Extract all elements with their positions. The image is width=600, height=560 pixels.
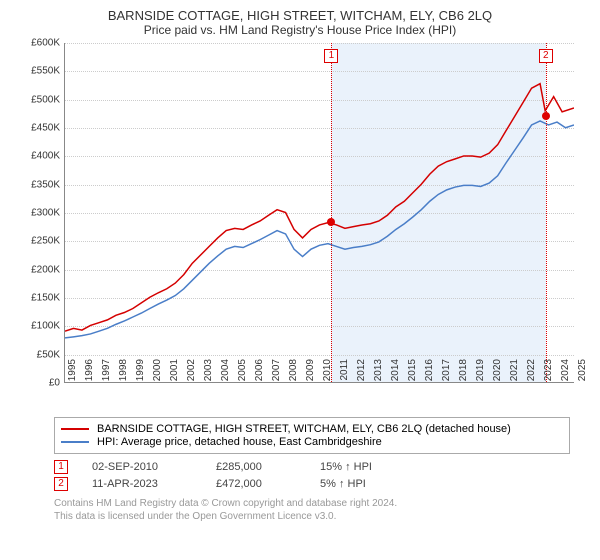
sale-row: 1 02-SEP-2010 £285,000 15% ↑ HPI: [54, 460, 570, 474]
series-property: [65, 84, 574, 331]
y-axis-label: £0: [49, 378, 60, 389]
sales-table: 1 02-SEP-2010 £285,000 15% ↑ HPI 2 11-APR-202…: [54, 460, 570, 491]
x-axis-label: 1995: [67, 359, 78, 387]
sale-vline: [331, 43, 332, 382]
x-axis-label: 1997: [101, 359, 112, 387]
attribution-line: This data is licensed under the Open Gov…: [54, 510, 570, 523]
chart-subtitle: Price paid vs. HM Land Registry's House …: [10, 23, 590, 37]
x-axis-label: 1999: [135, 359, 146, 387]
sale-dot: [327, 218, 335, 226]
x-axis-label: 2011: [339, 359, 350, 387]
y-axis-label: £50K: [37, 349, 60, 360]
y-axis-label: £200K: [31, 264, 60, 275]
y-axis-label: £550K: [31, 66, 60, 77]
x-axis-label: 2004: [220, 359, 231, 387]
sale-delta: 15% ↑ HPI: [320, 461, 372, 473]
x-axis-label: 2017: [441, 359, 452, 387]
sale-price: £285,000: [216, 461, 296, 473]
x-axis-label: 2014: [390, 359, 401, 387]
sale-delta: 5% ↑ HPI: [320, 478, 366, 490]
x-axis-label: 2021: [509, 359, 520, 387]
y-axis-label: £250K: [31, 236, 60, 247]
x-axis-label: 2016: [424, 359, 435, 387]
legend-item: HPI: Average price, detached house, East…: [61, 436, 563, 448]
x-axis-label: 2009: [305, 359, 316, 387]
x-axis-label: 2018: [458, 359, 469, 387]
y-axis-label: £100K: [31, 321, 60, 332]
x-axis-label: 2015: [407, 359, 418, 387]
x-axis-label: 2019: [475, 359, 486, 387]
y-axis-label: £400K: [31, 151, 60, 162]
x-axis-label: 2007: [271, 359, 282, 387]
x-axis-label: 2025: [577, 359, 588, 387]
y-axis-label: £350K: [31, 179, 60, 190]
x-axis-label: 2002: [186, 359, 197, 387]
sale-dot: [542, 112, 550, 120]
chart-area: £0 £50K £100K £150K £200K £250K £300K £350K £400…: [20, 43, 580, 413]
y-axis-label: £500K: [31, 94, 60, 105]
plot-region: 12: [64, 43, 574, 383]
series-hpi: [65, 121, 574, 338]
legend-item: BARNSIDE COTTAGE, HIGH STREET, WITCHAM, …: [61, 423, 563, 435]
x-axis-label: 2005: [237, 359, 248, 387]
x-axis-label: 1998: [118, 359, 129, 387]
line-series: [65, 43, 574, 382]
x-axis-label: 2013: [373, 359, 384, 387]
y-axis-label: £300K: [31, 208, 60, 219]
x-axis-label: 2000: [152, 359, 163, 387]
x-axis-label: 2003: [203, 359, 214, 387]
y-axis-label: £600K: [31, 38, 60, 49]
sale-date: 11-APR-2023: [92, 478, 192, 490]
sale-marker-box: 2: [539, 49, 553, 63]
x-axis-label: 2001: [169, 359, 180, 387]
x-axis-label: 2022: [526, 359, 537, 387]
x-axis-label: 2012: [356, 359, 367, 387]
legend-label: BARNSIDE COTTAGE, HIGH STREET, WITCHAM, …: [97, 423, 511, 435]
sale-price: £472,000: [216, 478, 296, 490]
sale-vline: [546, 43, 547, 382]
sale-row: 2 11-APR-2023 £472,000 5% ↑ HPI: [54, 477, 570, 491]
attribution: Contains HM Land Registry data © Crown c…: [54, 497, 570, 523]
sale-marker-box: 1: [324, 49, 338, 63]
x-axis-label: 2010: [322, 359, 333, 387]
legend-label: HPI: Average price, detached house, East…: [97, 436, 382, 448]
x-axis-label: 2006: [254, 359, 265, 387]
legend-swatch: [61, 428, 89, 430]
attribution-line: Contains HM Land Registry data © Crown c…: [54, 497, 570, 510]
y-axis-label: £150K: [31, 293, 60, 304]
y-axis-label: £450K: [31, 123, 60, 134]
x-axis-label: 2020: [492, 359, 503, 387]
legend: BARNSIDE COTTAGE, HIGH STREET, WITCHAM, …: [54, 417, 570, 454]
x-axis-label: 2023: [543, 359, 554, 387]
x-axis-label: 2008: [288, 359, 299, 387]
chart-title: BARNSIDE COTTAGE, HIGH STREET, WITCHAM, …: [10, 8, 590, 23]
sale-row-marker: 1: [54, 460, 68, 474]
sale-date: 02-SEP-2010: [92, 461, 192, 473]
legend-swatch: [61, 441, 89, 443]
sale-row-marker: 2: [54, 477, 68, 491]
x-axis-label: 1996: [84, 359, 95, 387]
x-axis-label: 2024: [560, 359, 571, 387]
